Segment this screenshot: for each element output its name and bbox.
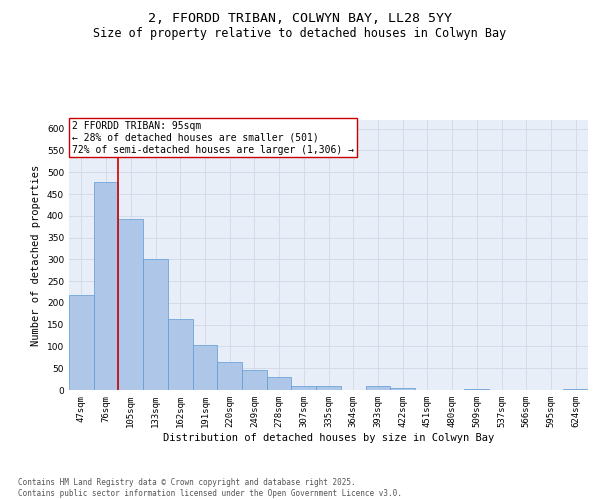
- Bar: [217, 362, 242, 390]
- Bar: [464, 389, 489, 390]
- Bar: [267, 377, 292, 390]
- Bar: [118, 219, 143, 390]
- Bar: [292, 386, 316, 390]
- Bar: [94, 182, 118, 390]
- Bar: [365, 386, 390, 390]
- Bar: [242, 370, 267, 390]
- Bar: [143, 259, 168, 390]
- Bar: [316, 386, 341, 390]
- Text: 2 FFORDD TRIBAN: 95sqm
← 28% of detached houses are smaller (501)
72% of semi-de: 2 FFORDD TRIBAN: 95sqm ← 28% of detached…: [71, 122, 353, 154]
- Bar: [69, 295, 94, 390]
- Text: Size of property relative to detached houses in Colwyn Bay: Size of property relative to detached ho…: [94, 28, 506, 40]
- Bar: [390, 388, 415, 390]
- Text: 2, FFORDD TRIBAN, COLWYN BAY, LL28 5YY: 2, FFORDD TRIBAN, COLWYN BAY, LL28 5YY: [148, 12, 452, 26]
- Text: Contains HM Land Registry data © Crown copyright and database right 2025.
Contai: Contains HM Land Registry data © Crown c…: [18, 478, 402, 498]
- Bar: [168, 320, 193, 390]
- Y-axis label: Number of detached properties: Number of detached properties: [31, 164, 41, 346]
- X-axis label: Distribution of detached houses by size in Colwyn Bay: Distribution of detached houses by size …: [163, 432, 494, 442]
- Bar: [193, 344, 217, 390]
- Bar: [563, 388, 588, 390]
